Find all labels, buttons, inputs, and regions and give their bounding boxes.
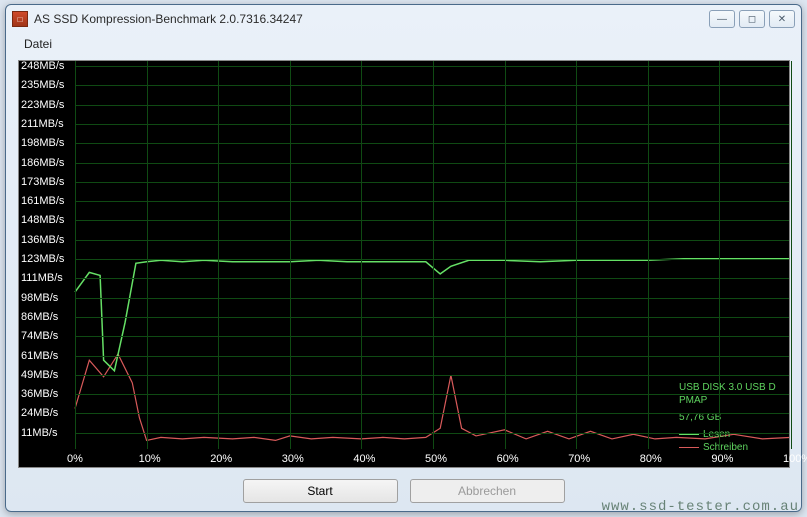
gridline-h xyxy=(75,182,789,183)
y-tick-label: 111MB/s xyxy=(21,272,63,284)
minimize-button[interactable]: — xyxy=(709,10,735,28)
gridline-v xyxy=(719,61,720,449)
gridline-h xyxy=(75,259,789,260)
x-tick-label: 70% xyxy=(568,453,590,465)
gridline-v xyxy=(290,61,291,449)
x-tick-label: 90% xyxy=(711,453,733,465)
chart-plot xyxy=(19,61,789,467)
x-tick-label: 10% xyxy=(139,453,161,465)
y-tick-label: 223MB/s xyxy=(21,99,64,111)
legend-read-line xyxy=(679,434,699,435)
x-tick-label: 40% xyxy=(353,453,375,465)
gridline-h xyxy=(75,163,789,164)
gridline-v xyxy=(576,61,577,449)
gridline-v xyxy=(791,61,792,449)
gridline-h xyxy=(75,433,789,434)
window-title: AS SSD Kompression-Benchmark 2.0.7316.34… xyxy=(34,12,709,26)
app-window: □ AS SSD Kompression-Benchmark 2.0.7316.… xyxy=(5,4,802,512)
gridline-v xyxy=(75,61,76,449)
cancel-button[interactable]: Abbrechen xyxy=(410,479,565,503)
y-tick-label: 49MB/s xyxy=(21,369,58,381)
y-tick-label: 173MB/s xyxy=(21,176,64,188)
menu-file[interactable]: Datei xyxy=(16,35,60,53)
gridline-h xyxy=(75,317,789,318)
x-tick-label: 0% xyxy=(67,453,83,465)
gridline-h xyxy=(75,105,789,106)
close-button[interactable]: ✕ xyxy=(769,10,795,28)
gridline-v xyxy=(433,61,434,449)
gridline-v xyxy=(648,61,649,449)
chart-info-box: USB DISK 3.0 USB D PMAP 57,76 GB Lesen S… xyxy=(679,381,789,454)
gridline-h xyxy=(75,201,789,202)
gridline-h xyxy=(75,298,789,299)
x-tick-label: 30% xyxy=(282,453,304,465)
y-tick-label: 248MB/s xyxy=(21,60,64,72)
y-tick-label: 98MB/s xyxy=(21,292,58,304)
x-tick-label: 100% xyxy=(783,453,807,465)
y-tick-label: 148MB/s xyxy=(21,214,64,226)
gridline-h xyxy=(75,278,789,279)
y-tick-label: 36MB/s xyxy=(21,388,58,400)
chart-area: USB DISK 3.0 USB D PMAP 57,76 GB Lesen S… xyxy=(18,60,790,468)
gridline-v xyxy=(218,61,219,449)
y-tick-label: 198MB/s xyxy=(21,137,64,149)
gridline-h xyxy=(75,143,789,144)
y-tick-label: 161MB/s xyxy=(21,195,64,207)
legend-write-label: Schreiben xyxy=(703,442,748,453)
y-tick-label: 61MB/s xyxy=(21,350,58,362)
gridline-h xyxy=(75,240,789,241)
gridline-h xyxy=(75,66,789,67)
x-tick-label: 60% xyxy=(497,453,519,465)
legend-write-line xyxy=(679,447,699,448)
gridline-h xyxy=(75,413,789,414)
gridline-h xyxy=(75,356,789,357)
x-tick-label: 80% xyxy=(640,453,662,465)
legend-read: Lesen xyxy=(679,428,789,441)
start-button[interactable]: Start xyxy=(243,479,398,503)
y-tick-label: 123MB/s xyxy=(21,253,64,265)
gridline-v xyxy=(505,61,506,449)
window-controls: — ◻ ✕ xyxy=(709,10,795,28)
gridline-h xyxy=(75,336,789,337)
menubar: Datei xyxy=(6,33,801,55)
legend-write: Schreiben xyxy=(679,441,789,454)
gridline-v xyxy=(147,61,148,449)
y-tick-label: 211MB/s xyxy=(21,118,64,130)
gridline-h xyxy=(75,394,789,395)
legend-read-label: Lesen xyxy=(703,429,730,440)
y-tick-label: 24MB/s xyxy=(21,407,58,419)
gridline-h xyxy=(75,124,789,125)
x-tick-label: 50% xyxy=(425,453,447,465)
gridline-v xyxy=(361,61,362,449)
y-tick-label: 186MB/s xyxy=(21,157,64,169)
x-tick-label: 20% xyxy=(210,453,232,465)
y-tick-label: 136MB/s xyxy=(21,234,64,246)
app-icon: □ xyxy=(12,11,28,27)
gridline-h xyxy=(75,85,789,86)
maximize-button[interactable]: ◻ xyxy=(739,10,765,28)
titlebar[interactable]: □ AS SSD Kompression-Benchmark 2.0.7316.… xyxy=(6,5,801,33)
y-tick-label: 86MB/s xyxy=(21,311,58,323)
device-name-2: PMAP xyxy=(679,394,789,407)
watermark: www.ssd-tester.com.au xyxy=(602,499,799,515)
y-tick-label: 235MB/s xyxy=(21,79,64,91)
gridline-h xyxy=(75,220,789,221)
y-tick-label: 74MB/s xyxy=(21,330,58,342)
gridline-h xyxy=(75,375,789,376)
y-tick-label: 11MB/s xyxy=(21,427,57,439)
device-name-1: USB DISK 3.0 USB D xyxy=(679,381,789,394)
